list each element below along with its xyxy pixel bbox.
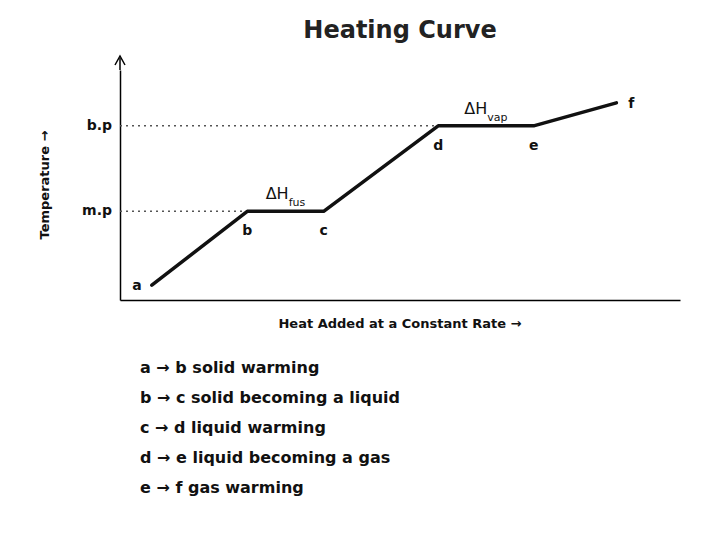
note: b → c solid becoming a liquid bbox=[140, 388, 400, 407]
line bbox=[152, 103, 617, 285]
x-axis bbox=[121, 300, 681, 301]
note: d → e liquid becoming a gas bbox=[140, 448, 390, 467]
reference-label: m.p bbox=[82, 202, 112, 218]
note: c → d liquid warming bbox=[140, 418, 326, 437]
reference-line bbox=[120, 125, 438, 127]
reference-line bbox=[120, 211, 247, 213]
point-label: f bbox=[628, 95, 635, 111]
annotation: ΔHvap bbox=[464, 99, 507, 124]
plot-area bbox=[120, 103, 616, 285]
chart: Heating Curve a b c d e f m.p b.p ΔHfus ΔHvap Heat … bbox=[0, 0, 720, 540]
notes: a → b solid warming b → c solid becoming … bbox=[140, 358, 400, 497]
point-label: b bbox=[242, 222, 252, 238]
point-label: c bbox=[319, 222, 327, 238]
axis-line bbox=[121, 300, 681, 302]
note: e → f gas warming bbox=[140, 478, 304, 497]
point-label: d bbox=[433, 137, 443, 153]
axis-arrowhead bbox=[115, 56, 125, 65]
axis-line bbox=[120, 71, 122, 301]
annotation: ΔHfus bbox=[266, 184, 306, 209]
note: a → b solid warming bbox=[140, 358, 319, 377]
reference-label: b.p bbox=[87, 117, 112, 133]
point-label: e bbox=[529, 137, 539, 153]
x-axis-title: Heat Added at a Constant Rate → bbox=[278, 316, 521, 331]
y-axis-title: Temperature → bbox=[37, 130, 52, 239]
axis-arrow bbox=[119, 58, 121, 70]
point-label: a bbox=[132, 277, 141, 293]
title: Heating Curve bbox=[303, 16, 496, 44]
y-axis bbox=[120, 71, 121, 301]
annotations: a b c d e f m.p b.p ΔHfus ΔHvap bbox=[82, 95, 635, 293]
